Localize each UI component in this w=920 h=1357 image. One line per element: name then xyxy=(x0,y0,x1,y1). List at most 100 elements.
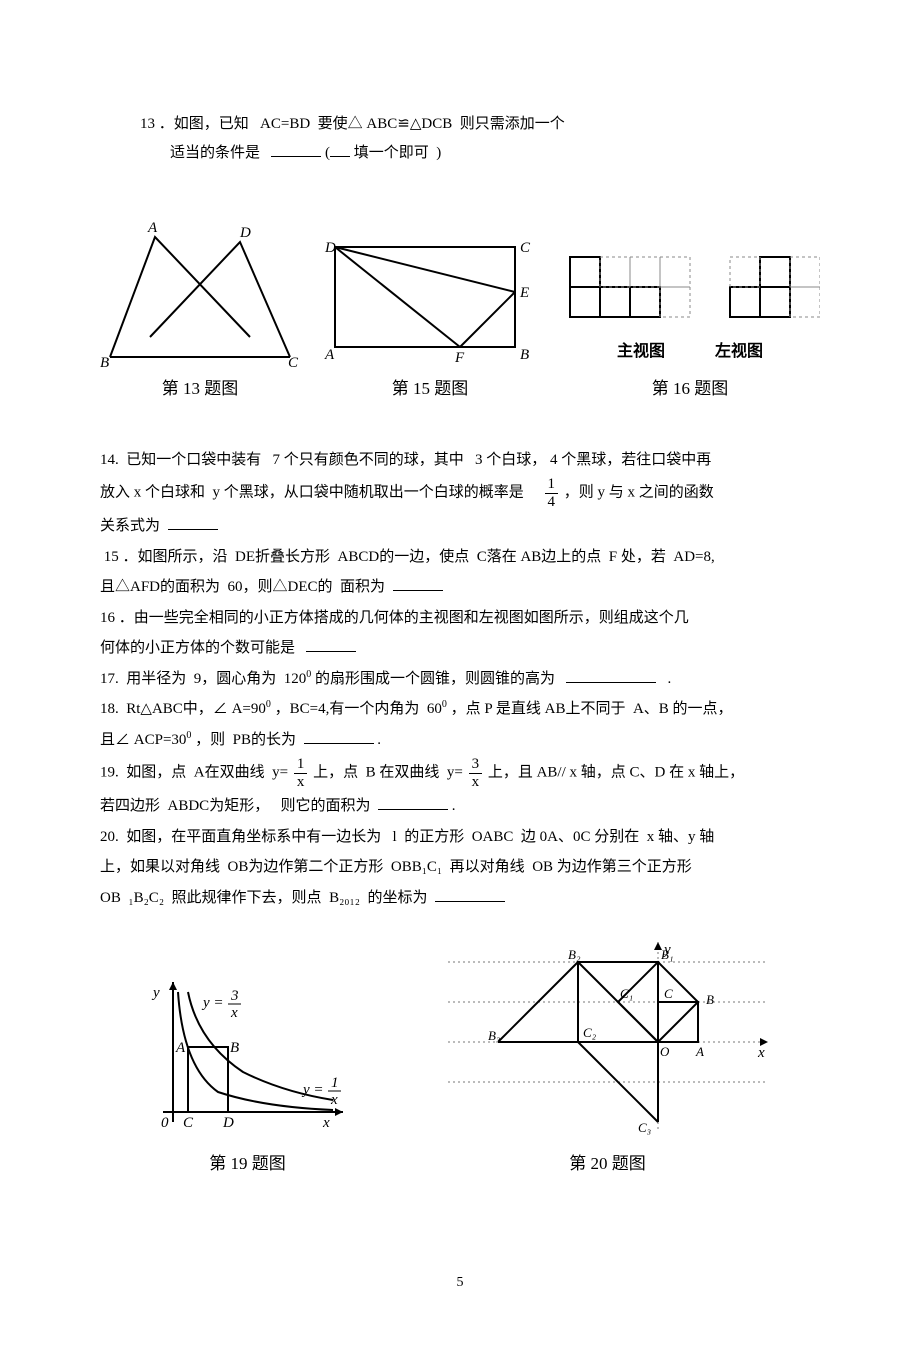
q16-line1: 16 ．由一些完全相同的小正方体搭成的几何体的主视图和左视图如图所示，则组成这个… xyxy=(100,604,820,633)
text: x 轴，点 C、D 在 x 轴上， xyxy=(570,765,745,781)
text: OB 为边作第三个正方形 xyxy=(532,859,692,875)
blank xyxy=(435,886,505,902)
q19-line1: 19. 如图，点 A在双曲线 y= 1 x 上，点 B 在双曲线 y= 3 x … xyxy=(100,756,820,790)
fraction: 1 x xyxy=(294,756,308,790)
label-a: A xyxy=(175,1040,186,1056)
label-c2: C₂ xyxy=(583,1025,597,1040)
text: B 在双曲线 xyxy=(366,765,440,781)
denominator: x xyxy=(294,774,308,791)
fig20-caption: 第 20 题图 xyxy=(569,1148,646,1180)
label-c: C xyxy=(183,1115,194,1131)
text: ．如图，已知 xyxy=(159,116,249,132)
q18-line1: 18. Rt△ABC中，∠ A=900 ，BC=4,有一个内角为 600 ，点 … xyxy=(100,695,820,724)
text: ．如图所示，沿 xyxy=(123,549,228,565)
text: ABCD的一边，使点 xyxy=(338,549,470,565)
text: 且△AFD的面积为 xyxy=(100,579,220,595)
text: OB xyxy=(100,890,121,906)
question-block: 14. 已知一个口袋中装有 7 个只有颜色不同的球，其中 3 个白球， 4 个黑… xyxy=(100,446,820,913)
q14-line1: 14. 已知一个口袋中装有 7 个只有颜色不同的球，其中 3 个白球， 4 个黑… xyxy=(100,446,820,475)
text: 上，如果以对角线 xyxy=(100,859,220,875)
text: 要使△ xyxy=(318,116,363,132)
fig19-svg: y x 0 A B C D y = 3 x y = 1 x xyxy=(133,972,363,1142)
q19-num: 19. xyxy=(100,765,119,781)
degree: 0 xyxy=(442,699,447,710)
text: 的正方形 xyxy=(404,829,464,845)
label-b3: B₃ xyxy=(488,1028,500,1043)
numerator: 1 xyxy=(545,476,559,494)
figure-15: D C E A F B 第 15 题图 xyxy=(320,237,540,405)
text: 则它的面积为 xyxy=(280,798,370,814)
fig16-svg xyxy=(560,217,820,337)
text: ) xyxy=(436,145,441,161)
eq2-lhs: y = xyxy=(301,1082,324,1098)
text: OB为边作第二个正方形 xyxy=(228,859,384,875)
fig16-caption: 第 16 题图 xyxy=(652,373,729,405)
q16-num: 16 xyxy=(100,610,115,626)
text: A在双曲线 xyxy=(194,765,265,781)
figure-20: y x O A B C B₁ C₁ B₂ C₂ B₃ C₃ 第 20 题图 xyxy=(428,932,788,1180)
text: y= xyxy=(447,765,463,781)
label-f: F xyxy=(454,350,465,366)
fig13-svg: A D B C xyxy=(100,217,300,367)
blank xyxy=(306,636,356,652)
fig15-caption: 第 15 题图 xyxy=(392,373,469,405)
text: 面积为 xyxy=(340,579,385,595)
question-13: 13 ．如图，已知 AC=BD 要使△ ABC≌△DCB 则只需添加一个 适当的… xyxy=(140,110,820,167)
label-x: x xyxy=(322,1115,330,1131)
label-d: D xyxy=(239,225,251,241)
q20-num: 20. xyxy=(100,829,119,845)
fig16-labels: 主视图 左视图 xyxy=(617,337,763,367)
text: ACP=30 xyxy=(134,732,187,748)
text: l xyxy=(393,829,397,845)
page-number: 5 xyxy=(100,1270,820,1297)
figure-19: y x 0 A B C D y = 3 x y = 1 x 第 19 题图 xyxy=(133,972,363,1180)
text: 再以对角线 xyxy=(450,859,525,875)
text: 若四边形 xyxy=(100,798,160,814)
figure-13: A D B C 第 13 题图 xyxy=(100,217,300,405)
text: A=90 xyxy=(232,701,266,717)
text: y= xyxy=(272,765,288,781)
blank xyxy=(330,141,350,157)
q15-line1: 15 ．如图所示，沿 DE折叠长方形 ABCD的一边，使点 C落在 AB边上的点… xyxy=(100,543,820,572)
text: 何体的小正方体的个数可能是 xyxy=(100,640,295,656)
eq1-lhs: y = xyxy=(201,995,224,1011)
blank xyxy=(304,728,374,744)
fraction: 1 4 xyxy=(545,476,559,510)
label-y: y xyxy=(151,985,160,1001)
eq1-n: 3 xyxy=(230,988,239,1004)
degree: 0 xyxy=(186,730,191,741)
text: 如图，在平面直角坐标系中有一边长为 xyxy=(126,829,381,845)
text: y 个黑球，从口袋中随机取出一个白球的概率是 xyxy=(213,485,524,501)
text: 用半径为 xyxy=(126,671,186,687)
text: AC=BD xyxy=(260,116,310,132)
eq2: y = 1 x xyxy=(301,1075,341,1108)
blank xyxy=(566,667,656,683)
label-o: O xyxy=(660,1044,670,1059)
text: 关系式为 xyxy=(100,518,160,534)
label-c: C xyxy=(288,355,299,367)
label-c: C xyxy=(664,986,673,1001)
q20-line2: 上，如果以对角线 OB为边作第二个正方形 OBB₁C₁ 再以对角线 OB 为边作… xyxy=(100,853,820,882)
label-b: B xyxy=(706,992,714,1007)
text: 的坐标为 xyxy=(368,890,428,906)
text: 放入 x 个白球和 xyxy=(100,485,205,501)
text: 则只需添加一个 xyxy=(460,116,565,132)
text: 适当的条件是 xyxy=(170,145,260,161)
text: C落在 AB边上的点 xyxy=(477,549,602,565)
fig16-main-label: 主视图 xyxy=(617,337,665,367)
q18-line2: 且∠ ACP=300 ，则 PB的长为 . xyxy=(100,726,820,755)
blank xyxy=(168,514,218,530)
text: OBB₁C₁ xyxy=(391,859,442,875)
label-a: A xyxy=(695,1044,704,1059)
text: ABC≌△DCB xyxy=(366,116,452,132)
q17-num: 17. xyxy=(100,671,119,687)
q15-num: 15 xyxy=(104,549,119,565)
text: x 轴、y 轴 xyxy=(647,829,715,845)
q16-line2: 何体的小正方体的个数可能是 xyxy=(100,634,820,663)
label-a: A xyxy=(147,220,158,236)
fig16-left-label: 左视图 xyxy=(715,337,763,367)
q13-line1: 13 ．如图，已知 AC=BD 要使△ ABC≌△DCB 则只需添加一个 xyxy=(140,110,820,139)
text: ，则 y 与 x 之间的函数 xyxy=(564,485,714,501)
numerator: 3 xyxy=(469,756,483,774)
q18-num: 18. xyxy=(100,701,119,717)
